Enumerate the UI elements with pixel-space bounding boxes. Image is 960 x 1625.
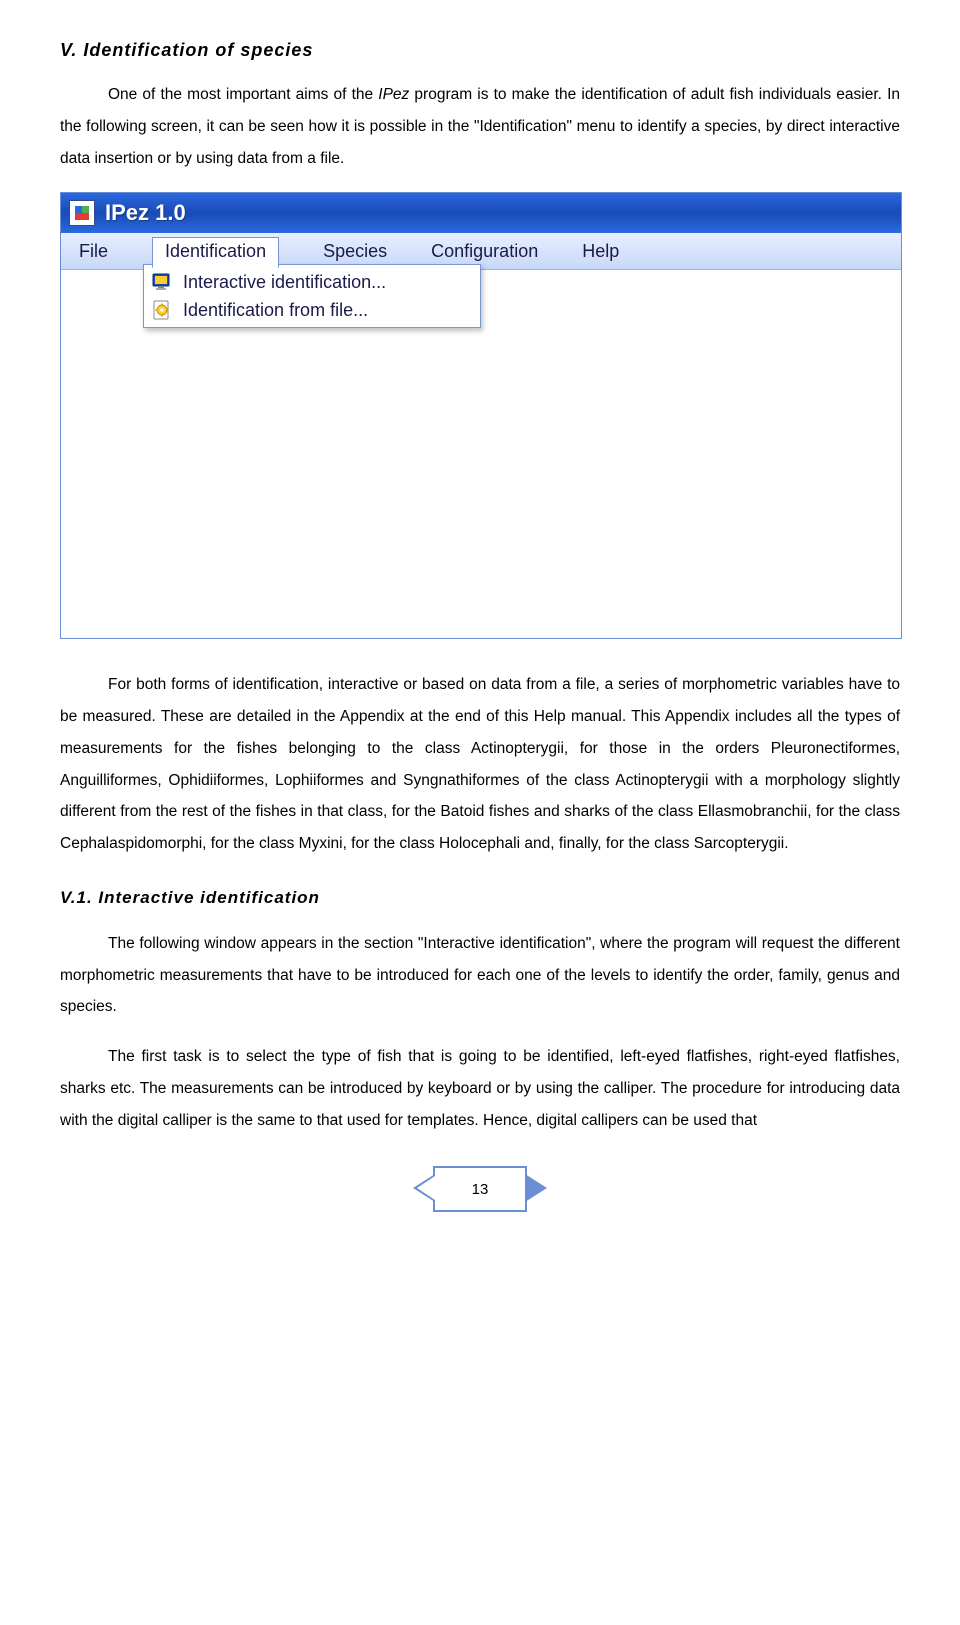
app-window: IPez 1.0 File Identification Species Con… bbox=[60, 192, 902, 639]
subsection-heading: V.1. Interactive identification bbox=[60, 888, 900, 908]
menu-configuration[interactable]: Configuration bbox=[431, 241, 538, 262]
document-page: V. Identification of species One of the … bbox=[0, 0, 960, 1252]
menu-item-identification-from-file[interactable]: Identification from file... bbox=[147, 296, 477, 324]
menu-item-label: Identification from file... bbox=[183, 300, 368, 321]
menu-bar: File Identification Species Configuratio… bbox=[61, 233, 901, 270]
menu-help[interactable]: Help bbox=[582, 241, 619, 262]
page-number-box: 13 bbox=[433, 1166, 527, 1212]
page-number-ribbon: 13 bbox=[60, 1166, 900, 1212]
p1-text-italic: IPez bbox=[378, 86, 409, 103]
menu-identification[interactable]: Identification bbox=[152, 237, 279, 268]
paragraph-1: One of the most important aims of the IP… bbox=[60, 79, 900, 174]
paragraph-4: The first task is to select the type of … bbox=[60, 1041, 900, 1136]
title-bar[interactable]: IPez 1.0 bbox=[61, 193, 901, 233]
p1-text-a: One of the most important aims of the bbox=[108, 86, 378, 103]
file-gear-icon bbox=[151, 299, 173, 321]
paragraph-2: For both forms of identification, intera… bbox=[60, 669, 900, 860]
page-number: 13 bbox=[472, 1181, 489, 1198]
section-heading: V. Identification of species bbox=[60, 40, 900, 61]
app-title: IPez 1.0 bbox=[105, 200, 186, 226]
monitor-icon bbox=[151, 271, 173, 293]
menu-species[interactable]: Species bbox=[323, 241, 387, 262]
menu-item-label: Interactive identification... bbox=[183, 272, 386, 293]
identification-dropdown: Interactive identification... bbox=[143, 264, 481, 328]
paragraph-3: The following window appears in the sect… bbox=[60, 928, 900, 1023]
menu-file[interactable]: File bbox=[79, 241, 108, 262]
menu-item-interactive-identification[interactable]: Interactive identification... bbox=[147, 268, 477, 296]
app-icon bbox=[69, 200, 95, 226]
